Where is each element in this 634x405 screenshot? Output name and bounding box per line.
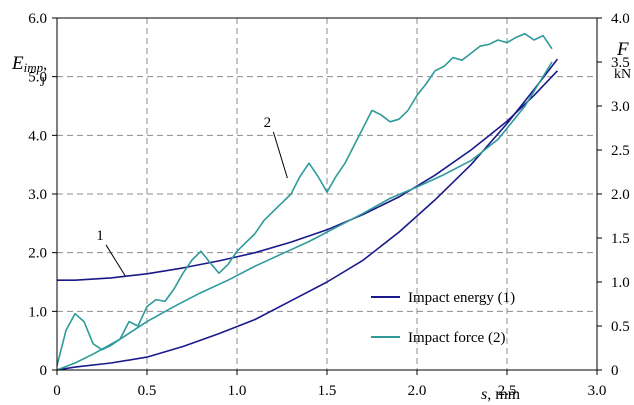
y-right-tick-label: 1.0	[611, 275, 630, 291]
y-right-axis-label: F	[616, 39, 629, 60]
y-left-tick-label: 0	[40, 363, 48, 379]
y-right-tick-label: 2.0	[611, 187, 630, 203]
annotations: 12	[96, 115, 288, 277]
y-right-tick-label: 0	[611, 363, 619, 379]
y-left-axis-comma: ,	[43, 56, 47, 73]
x-axis-unit: , mm	[487, 386, 520, 403]
annotation-leader	[272, 131, 288, 179]
y-right-tick-label: 3.5	[611, 55, 630, 71]
legend-label-force: Impact force (2)	[408, 330, 505, 346]
x-tick-label: 2.5	[498, 383, 517, 399]
y-left-tick-label: 3.0	[28, 187, 47, 203]
axes: 0 0.5 1.0 1.5 2.0 2.5 3.001.02.03.04.05.06.000…	[28, 11, 630, 399]
y-left-axis-unit: J	[40, 74, 45, 89]
x-tick-label: 1.5	[318, 383, 337, 399]
y-left-axis-var: E	[11, 53, 24, 74]
y-left-tick-label: 4.0	[28, 128, 47, 144]
annotation-label: 1	[96, 228, 104, 244]
series-line-3	[56, 61, 553, 371]
y-left-axis-sub: imp	[24, 60, 44, 75]
x-axis-label: s, mm	[481, 386, 521, 403]
annotation-label: 2	[264, 115, 272, 131]
series-line-0	[57, 70, 558, 282]
x-tick-label: 0.5	[138, 383, 157, 399]
y-right-tick-label: 3.0	[611, 99, 630, 115]
y-left-tick-label: 1.0	[28, 304, 47, 320]
y-right-tick-label: 2.5	[611, 143, 630, 159]
annotation-leader	[105, 244, 126, 277]
x-tick-label: 0	[53, 383, 61, 399]
y-right-tick-label: 4.0	[611, 11, 630, 27]
y-right-tick-label: 1.5	[611, 231, 630, 247]
y-left-tick-label: 6.0	[28, 11, 47, 27]
series-line-2	[56, 32, 553, 366]
legend: Impact energy (1) Impact force (2)	[371, 290, 515, 346]
x-tick-label: 2.0	[408, 383, 427, 399]
x-tick-label: 1.0	[228, 383, 247, 399]
y-left-tick-label: 5.0	[28, 70, 47, 86]
x-axis-var: s	[481, 386, 487, 403]
grid-lines	[57, 18, 597, 370]
series-line-1	[56, 58, 559, 371]
y-left-axis-label: Eimp,	[11, 53, 47, 75]
legend-label-energy: Impact energy (1)	[408, 290, 515, 306]
y-right-tick-label: 0.5	[611, 319, 630, 335]
y-right-axis-unit: kN	[614, 67, 631, 82]
data-series	[56, 32, 559, 371]
x-tick-label: 3.0	[588, 383, 607, 399]
y-left-tick-label: 2.0	[28, 246, 47, 262]
